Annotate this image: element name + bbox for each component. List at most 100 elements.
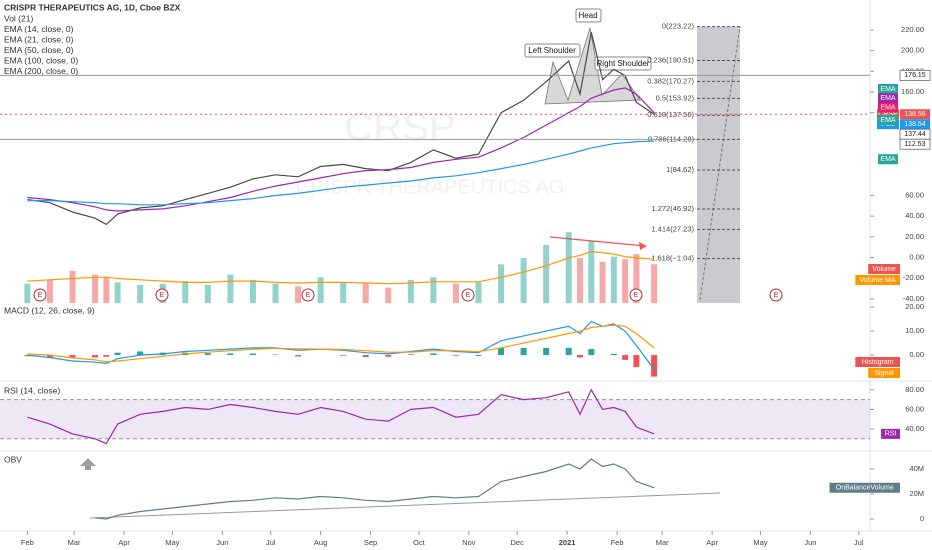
series-bar bbox=[565, 347, 572, 356]
series-bar bbox=[452, 355, 459, 356]
obv-trendline bbox=[89, 492, 721, 519]
series-tag bbox=[868, 368, 900, 378]
series-bar bbox=[565, 232, 572, 303]
x-tick-label: Oct bbox=[413, 538, 426, 547]
x-tick-label: Mar bbox=[656, 538, 669, 547]
x-tick-label: Feb bbox=[21, 538, 34, 547]
series-bar bbox=[137, 351, 144, 356]
chart-title: CRISPR THERAPEUTICS AG, 1D, Cboe BZX bbox=[4, 2, 181, 12]
rsi-band bbox=[0, 399, 870, 439]
series-line bbox=[27, 250, 655, 285]
series-line bbox=[95, 458, 655, 520]
series-bar bbox=[577, 257, 583, 303]
y-tick-label: 20.00 bbox=[905, 302, 924, 311]
price-label-box bbox=[899, 69, 931, 81]
series-bar bbox=[633, 355, 640, 368]
series-tag bbox=[855, 357, 900, 367]
series-bar bbox=[204, 353, 211, 356]
x-tick-label: Nov bbox=[462, 538, 476, 547]
series-bar bbox=[633, 254, 640, 303]
series-bar bbox=[295, 355, 302, 357]
series-bar bbox=[92, 355, 99, 358]
fib-diagonal bbox=[699, 26, 741, 301]
series-bar bbox=[114, 282, 121, 303]
price-label-box bbox=[899, 138, 931, 150]
earnings-marker bbox=[33, 288, 47, 302]
watermark-name: CRISPR THERAPEUTICS AG bbox=[296, 176, 565, 198]
ema-tag-box bbox=[878, 93, 898, 104]
indicator-legend: EMA (21, close, 0) bbox=[4, 34, 74, 44]
series-bar bbox=[385, 355, 392, 357]
x-tick-label: Jul bbox=[854, 538, 864, 547]
watermark: CRSP CRISPR THERAPEUTICS AG bbox=[296, 106, 565, 199]
watermark-symbol: CRSP bbox=[344, 106, 455, 150]
fib-label: 1.272(46.92) bbox=[651, 204, 694, 213]
series-bar bbox=[407, 279, 414, 303]
series-bar bbox=[103, 277, 110, 303]
earnings-marker bbox=[769, 288, 783, 302]
series-bar bbox=[114, 352, 121, 356]
series-bar bbox=[227, 353, 234, 356]
series-bar bbox=[622, 259, 629, 303]
ema-tag: EMA bbox=[880, 95, 896, 102]
y-tick-label: 20M bbox=[909, 489, 924, 498]
earnings-marker bbox=[461, 288, 475, 302]
series-bar bbox=[340, 282, 347, 303]
y-tick-label: 200.00 bbox=[901, 46, 924, 55]
series-tag bbox=[855, 275, 900, 285]
annotation-box bbox=[524, 43, 581, 58]
fib-label: 1.414(27.23) bbox=[651, 224, 694, 233]
series-bar bbox=[182, 281, 189, 303]
fib-label: 0.382(170.27) bbox=[647, 76, 694, 85]
pane-title: MACD (12, 26, close, 9) bbox=[4, 305, 95, 315]
y-tick-label: 40.00 bbox=[905, 424, 924, 433]
arrow-head bbox=[639, 242, 647, 250]
series-bar bbox=[46, 355, 53, 358]
y-tick-label: 0 bbox=[920, 514, 924, 523]
series-bar bbox=[430, 353, 437, 356]
ema-tag: EMA bbox=[880, 156, 896, 163]
indicator-legend: EMA (100, close, 0) bbox=[4, 55, 78, 65]
y-tick-label: 220.00 bbox=[901, 25, 924, 34]
pane-title: RSI (14, close) bbox=[4, 385, 60, 395]
price-tag-box bbox=[877, 109, 899, 120]
fib-label: 0.236(190.51) bbox=[647, 55, 694, 64]
x-tick-label: May bbox=[165, 538, 179, 547]
x-tick-label: Sep bbox=[364, 538, 377, 547]
series-bar bbox=[543, 347, 550, 356]
earnings-label: E bbox=[160, 292, 165, 299]
series-bar bbox=[610, 256, 617, 303]
fib-label: 0(223.22) bbox=[662, 22, 695, 31]
series-bar bbox=[651, 355, 658, 377]
y-tick-label: 40.00 bbox=[905, 211, 924, 220]
annotation: Left Shoulder bbox=[528, 46, 576, 55]
series-bar bbox=[272, 283, 279, 303]
annotation-box bbox=[575, 8, 602, 23]
ema-tag-box bbox=[878, 154, 898, 165]
series-bar bbox=[362, 283, 369, 303]
series-bar bbox=[407, 354, 414, 356]
series-bar bbox=[46, 279, 53, 303]
earnings-label: E bbox=[306, 292, 311, 299]
price-label: 137.44 bbox=[904, 131, 926, 138]
fib-label: 0.5(153.92) bbox=[656, 93, 695, 102]
x-tick-label: Jul bbox=[266, 538, 276, 547]
fib-label: 1.618(−1.04) bbox=[651, 254, 694, 263]
series-bar bbox=[543, 245, 550, 303]
x-tick-label: May bbox=[753, 538, 767, 547]
earnings-marker bbox=[301, 288, 315, 302]
series-line bbox=[27, 87, 655, 212]
series-bar bbox=[103, 355, 110, 357]
series-bar bbox=[249, 353, 256, 356]
series-bar bbox=[295, 286, 302, 303]
price-label: 138.56 bbox=[904, 111, 926, 118]
annotation-box bbox=[594, 56, 652, 71]
series-tag bbox=[868, 264, 900, 274]
price-label: 176.15 bbox=[904, 72, 926, 79]
fib-label: 1(84.62) bbox=[666, 165, 694, 174]
earnings-marker bbox=[155, 288, 169, 302]
series-line bbox=[27, 320, 655, 370]
y-tick-label: 160.00 bbox=[901, 87, 924, 96]
x-tick-label: Apr bbox=[118, 538, 130, 547]
series-bar bbox=[362, 355, 369, 357]
